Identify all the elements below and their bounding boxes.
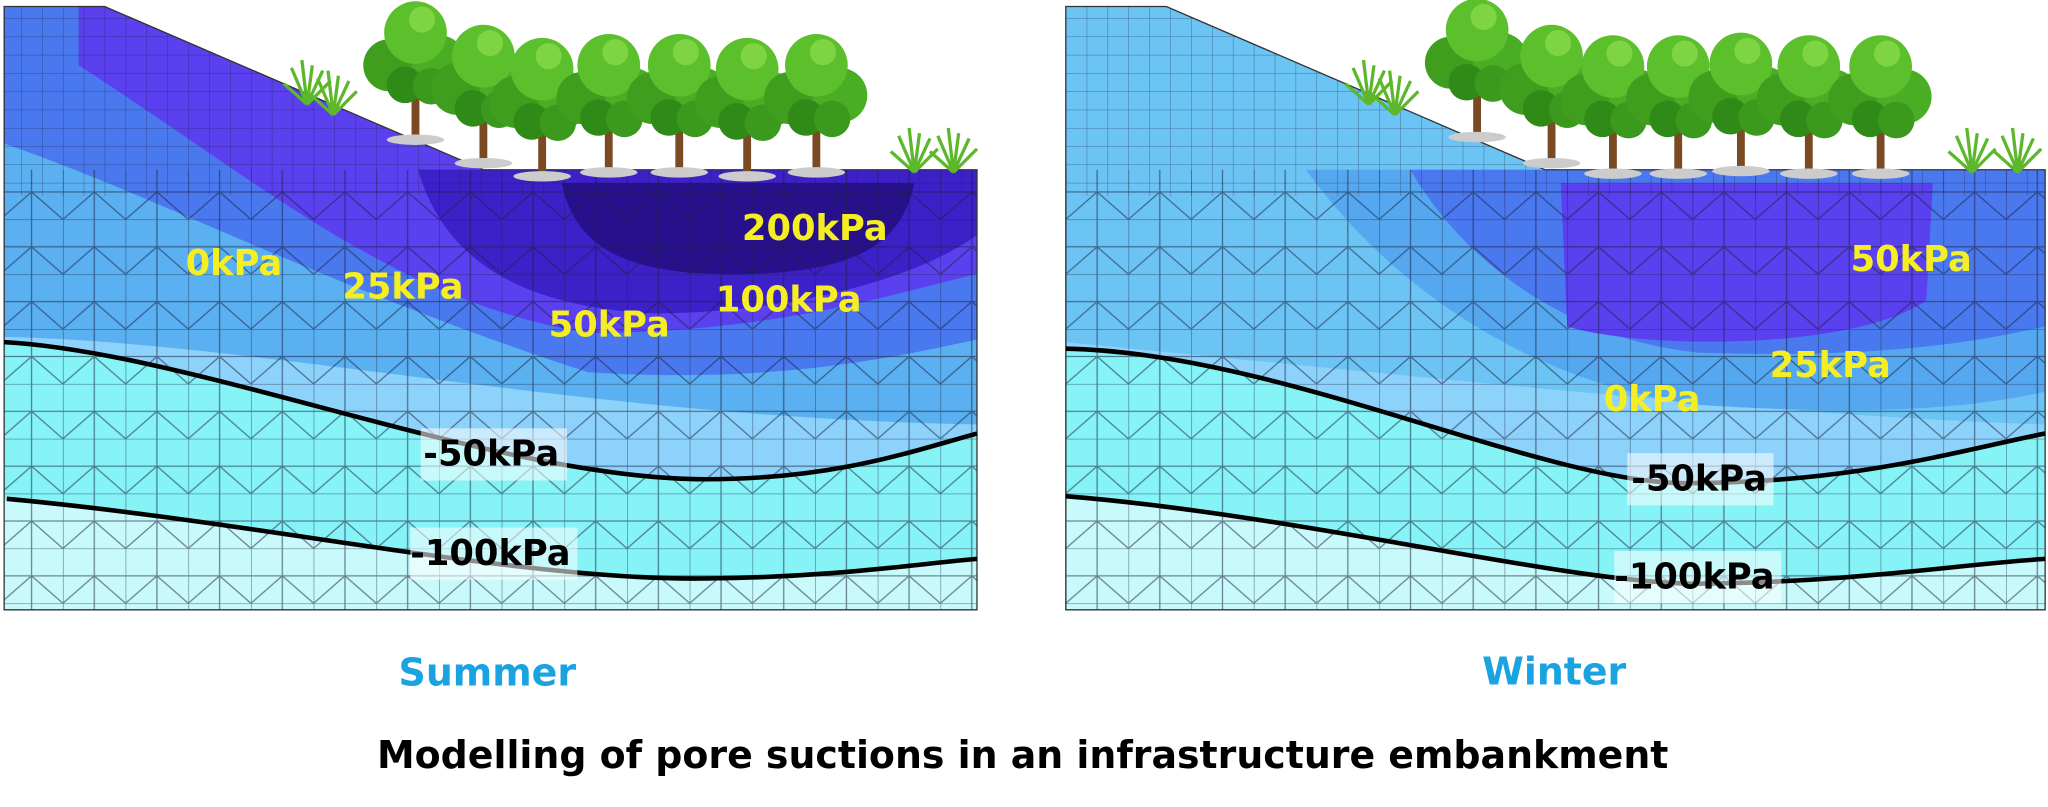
contour-label: 50kPa: [1851, 239, 1972, 280]
panel-caption: Summer: [399, 651, 577, 695]
panel-caption: Winter: [1482, 649, 1626, 693]
contour-label: -50kPa: [1631, 459, 1767, 500]
contour-label: -100kPa: [410, 533, 570, 574]
contour-label: 50kPa: [549, 304, 670, 345]
contour-label: -100kPa: [1614, 556, 1774, 597]
contour-label: 25kPa: [342, 267, 463, 308]
contour-label: 100kPa: [716, 280, 862, 321]
contour-label: 25kPa: [1770, 345, 1891, 386]
figure-title: Modelling of pore suctions in an infrast…: [377, 733, 1668, 777]
contour-label: 0kPa: [186, 243, 283, 284]
contour-label: 0kPa: [1604, 379, 1701, 420]
contour-label: 200kPa: [742, 208, 888, 249]
contour-label: -50kPa: [423, 434, 559, 475]
